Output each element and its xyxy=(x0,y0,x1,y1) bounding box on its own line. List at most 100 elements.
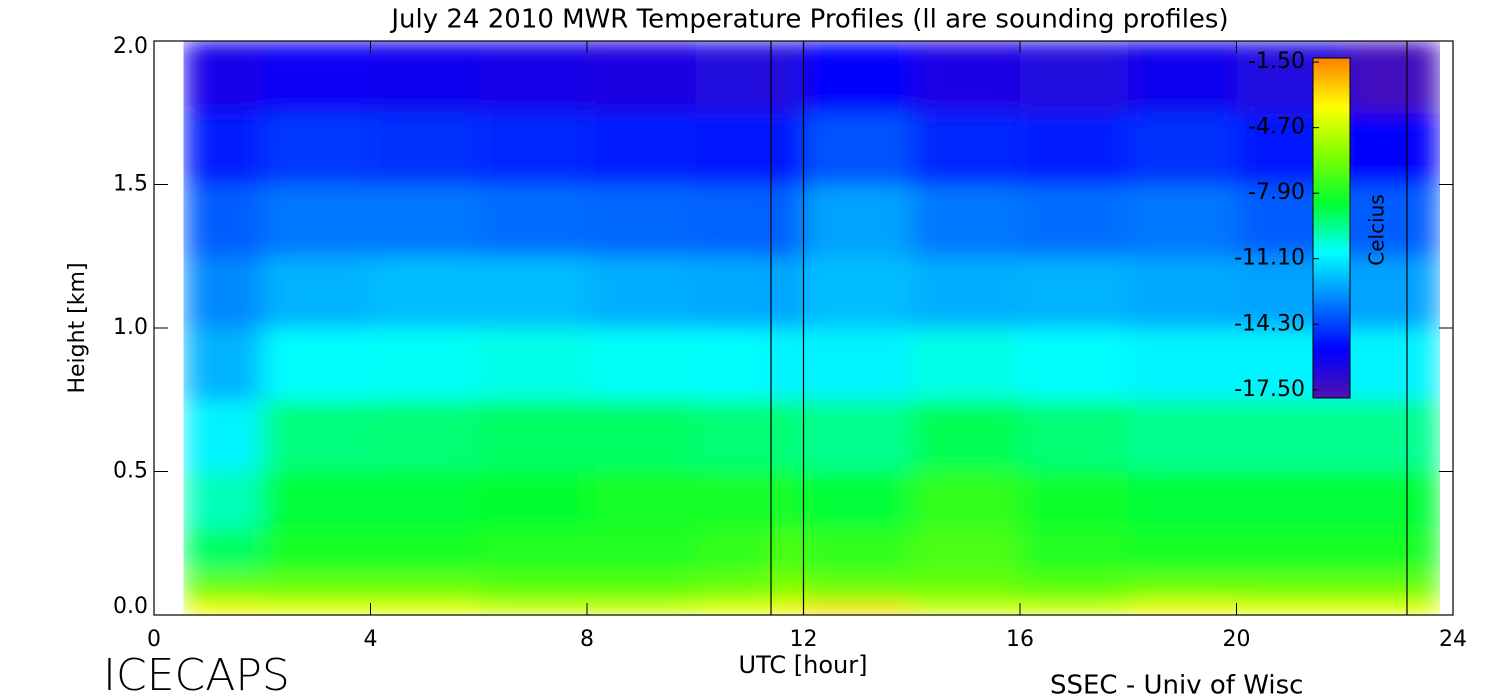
heat-cell xyxy=(370,528,480,573)
y-tick-label: 1.0 xyxy=(113,315,148,340)
heat-cell xyxy=(771,112,804,185)
heat-cell xyxy=(1128,399,1237,472)
heat-cell xyxy=(771,328,804,401)
heat-cell xyxy=(803,256,913,329)
heat-cell xyxy=(1128,528,1237,573)
heat-cell xyxy=(370,600,480,616)
heat-cell xyxy=(803,571,913,602)
y-axis-label: Height [km] xyxy=(65,262,90,393)
heat-cell xyxy=(771,571,804,602)
heat-cell xyxy=(370,41,480,114)
heat-cell xyxy=(478,41,588,114)
heat-cell xyxy=(803,399,913,472)
heat-cell xyxy=(911,41,1021,114)
heat-cell xyxy=(183,528,263,573)
footer-left: ICECAPS xyxy=(103,650,290,700)
heat-cell xyxy=(183,256,263,329)
heat-cell xyxy=(478,256,588,329)
heat-cell xyxy=(1344,600,1440,616)
heat-cell xyxy=(183,41,263,114)
heat-cell xyxy=(1236,571,1346,602)
colorbar-tick-label: -4.70 xyxy=(1248,115,1305,140)
heat-cell xyxy=(1344,471,1440,530)
x-tick-label: 16 xyxy=(1006,627,1034,652)
heat-cell xyxy=(262,528,371,573)
colorbar-tick-label: -7.90 xyxy=(1248,180,1305,205)
heat-cell xyxy=(911,528,1021,573)
heat-cell xyxy=(370,571,480,602)
x-tick-label: 20 xyxy=(1223,627,1251,652)
heat-cell xyxy=(803,112,913,185)
heat-cell xyxy=(262,600,371,616)
heat-cell xyxy=(695,471,772,530)
heat-cell xyxy=(370,256,480,329)
heat-cell xyxy=(1128,41,1237,114)
heat-cell xyxy=(262,256,371,329)
heat-cell xyxy=(183,471,263,530)
heat-cell xyxy=(587,112,696,185)
heat-cell xyxy=(587,528,696,573)
y-tick-label: 2.0 xyxy=(113,34,148,59)
heat-cell xyxy=(1236,600,1346,616)
heat-cell xyxy=(183,184,263,257)
heat-cell xyxy=(1344,41,1440,114)
heat-cell xyxy=(587,399,696,472)
heat-cell xyxy=(911,571,1021,602)
heat-cell xyxy=(695,399,772,472)
heat-cell xyxy=(1344,112,1440,185)
heat-cell xyxy=(1128,112,1237,185)
heat-cell xyxy=(771,41,804,114)
heat-cell xyxy=(803,184,913,257)
heat-cell xyxy=(587,41,696,114)
heat-cell xyxy=(1128,571,1237,602)
heat-cell xyxy=(262,112,371,185)
heat-cell xyxy=(911,328,1021,401)
heat-cell xyxy=(1344,528,1440,573)
y-tick-label: 0.0 xyxy=(113,594,148,619)
heat-cell xyxy=(695,328,772,401)
heat-cell xyxy=(262,399,371,472)
heat-cell xyxy=(771,184,804,257)
heat-cell xyxy=(262,328,371,401)
heat-cell xyxy=(183,399,263,472)
heat-cell xyxy=(1344,571,1440,602)
heat-cell xyxy=(1128,600,1237,616)
heat-cell xyxy=(370,328,480,401)
heat-cell xyxy=(695,528,772,573)
heat-cell xyxy=(1344,399,1440,472)
heat-cell xyxy=(695,600,772,616)
heat-cell xyxy=(803,471,913,530)
heat-cell xyxy=(771,471,804,530)
heat-cell xyxy=(911,184,1021,257)
heat-cell xyxy=(1344,328,1440,401)
heat-cell xyxy=(1128,328,1237,401)
heat-cell xyxy=(587,600,696,616)
heat-cell xyxy=(183,112,263,185)
heat-cell xyxy=(1344,184,1440,257)
chart-title: July 24 2010 MWR Temperature Profiles (l… xyxy=(389,5,1228,35)
x-tick-label: 4 xyxy=(364,627,378,652)
colorbar-label: Celcius xyxy=(1365,194,1389,265)
heat-cell xyxy=(478,112,588,185)
heat-cell xyxy=(1020,600,1129,616)
heat-cell xyxy=(803,41,913,114)
heat-cell xyxy=(262,571,371,602)
colorbar-tick-label: -1.50 xyxy=(1248,49,1305,74)
heat-cell xyxy=(911,256,1021,329)
heat-cell xyxy=(1128,471,1237,530)
heat-cell xyxy=(478,184,588,257)
colorbar-tick-label: -11.10 xyxy=(1234,246,1305,271)
y-tick-label: 0.5 xyxy=(113,459,148,484)
heat-cell xyxy=(695,112,772,185)
heat-cell xyxy=(1020,399,1129,472)
heat-cell xyxy=(587,571,696,602)
heat-cell xyxy=(771,399,804,472)
footer-right: SSEC - Univ of Wisc xyxy=(1050,671,1303,700)
heat-cell xyxy=(262,184,371,257)
heatmap xyxy=(183,41,1440,616)
heat-cell xyxy=(478,328,588,401)
heat-cell xyxy=(695,41,772,114)
colorbar xyxy=(1312,57,1351,399)
heat-cell xyxy=(1344,256,1440,329)
